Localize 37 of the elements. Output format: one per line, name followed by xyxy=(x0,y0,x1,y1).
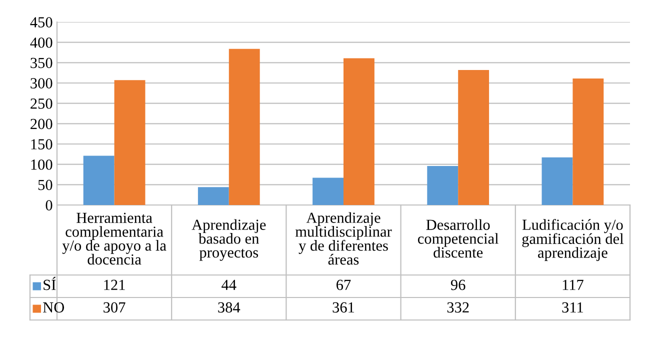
x-tick-label: Desarrollo competencial discente xyxy=(418,219,499,258)
bar xyxy=(542,157,573,205)
y-tick-label: 100 xyxy=(31,159,52,170)
y-tick-label: 0 xyxy=(46,200,52,210)
data-label: 361 xyxy=(332,302,354,313)
y-tick-label: 150 xyxy=(31,139,52,150)
y-tick-label: 400 xyxy=(30,37,52,48)
bar xyxy=(458,70,490,205)
y-tick-label: 350 xyxy=(30,58,52,68)
bar xyxy=(198,187,229,205)
y-tick-label: 250 xyxy=(30,98,52,109)
y-tick-label: 50 xyxy=(38,180,52,190)
data-label: 384 xyxy=(218,302,240,313)
data-label: 307 xyxy=(104,302,126,313)
bar xyxy=(312,178,344,205)
y-tick-label: 300 xyxy=(30,78,52,88)
x-tick-label: Aprendizaje multidisciplinar y de diferentes áreas xyxy=(295,212,392,265)
data-label: 311 xyxy=(562,302,583,313)
data-label: 96 xyxy=(450,280,466,290)
bar xyxy=(83,156,114,205)
y-tick-label: 200 xyxy=(30,118,52,130)
bar xyxy=(228,48,260,205)
x-tick-label: Herramienta complementaria y/o de apoyo a la docencia xyxy=(62,212,166,265)
bar xyxy=(344,58,374,205)
data-label: 121 xyxy=(104,280,125,290)
legend-label: NO xyxy=(43,302,64,313)
bar xyxy=(114,80,146,205)
bar xyxy=(427,166,458,205)
bar xyxy=(572,78,604,205)
data-label: 117 xyxy=(562,280,584,290)
data-label: 332 xyxy=(447,302,469,313)
x-tick-label: Ludificación y/o gamificación del aprendizaje xyxy=(522,219,624,261)
data-label: 44 xyxy=(222,280,236,290)
legend-label: SÍ xyxy=(44,276,56,290)
y-tick-label: 450 xyxy=(30,17,52,28)
data-label: 67 xyxy=(336,280,351,290)
x-tick-label: Aprendizaje basado en proyectos xyxy=(192,219,266,261)
